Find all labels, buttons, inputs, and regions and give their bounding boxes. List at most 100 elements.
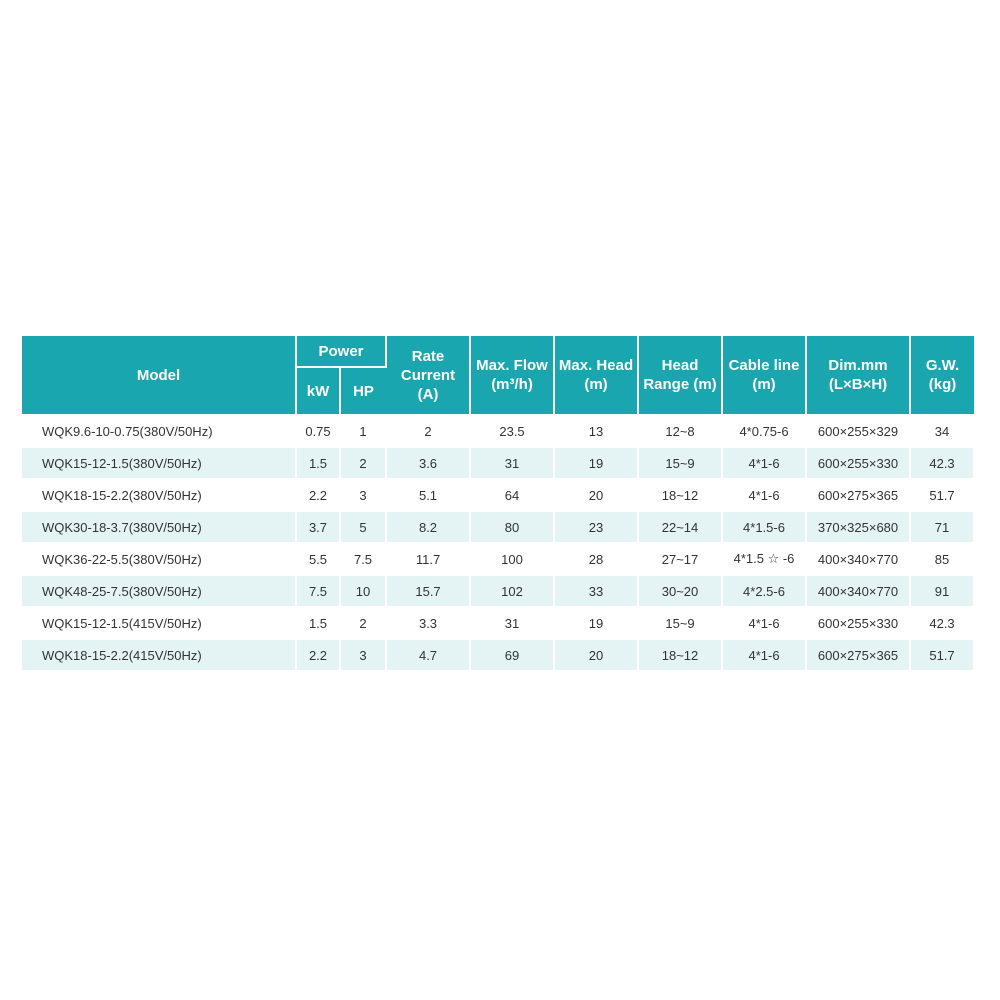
cell-head-range: 15~9 [638, 607, 724, 640]
table-row: WQK48-25-7.5(380V/50Hz) 7.5 10 15.7 102 33 30~… [22, 575, 976, 608]
cell-head-range: 30~20 [638, 575, 724, 608]
table-header: Model Power Rate Current (A) Max. Flow (… [22, 336, 975, 416]
cell-rate-current: 3.3 [386, 607, 472, 640]
cell-kw: 1.5 [296, 447, 341, 480]
cell-hp: 3 [340, 479, 388, 512]
header-dim: Dim.mm (L×B×H) [806, 336, 912, 416]
cell-kw: 7.5 [296, 575, 341, 608]
cell-rate-current: 2 [386, 415, 472, 448]
cell-hp: 1 [340, 415, 388, 448]
cell-head-range: 27~17 [638, 543, 724, 576]
cell-hp: 2 [340, 447, 388, 480]
cell-dim: 600×275×365 [806, 639, 912, 672]
header-head-range: Head Range (m) [638, 336, 724, 416]
header-gw: G.W. (kg) [910, 336, 975, 416]
cell-max-flow: 100 [470, 543, 556, 576]
cell-max-flow: 102 [470, 575, 556, 608]
cell-head-range: 18~12 [638, 639, 724, 672]
header-hp: HP [340, 367, 387, 416]
cell-max-flow: 31 [470, 607, 556, 640]
cell-model: WQK36-22-5.5(380V/50Hz) [22, 543, 297, 576]
cell-rate-current: 5.1 [386, 479, 472, 512]
cell-head-range: 18~12 [638, 479, 724, 512]
cell-gw: 51.7 [910, 639, 976, 672]
cell-cable-line: 4*2.5-6 [722, 575, 808, 608]
cell-rate-current: 8.2 [386, 511, 472, 544]
cell-model: WQK9.6-10-0.75(380V/50Hz) [22, 415, 297, 448]
cell-dim: 400×340×770 [806, 543, 912, 576]
cell-max-flow: 23.5 [470, 415, 556, 448]
table-body: WQK9.6-10-0.75(380V/50Hz) 0.75 1 2 23.5 13 12~… [22, 415, 976, 672]
cell-head-range: 12~8 [638, 415, 724, 448]
cell-rate-current: 15.7 [386, 575, 472, 608]
cell-kw: 5.5 [296, 543, 341, 576]
cell-rate-current: 3.6 [386, 447, 472, 480]
cell-max-head: 20 [554, 639, 640, 672]
table-row: WQK36-22-5.5(380V/50Hz) 5.5 7.5 11.7 100 28 27… [22, 543, 976, 576]
cell-rate-current: 4.7 [386, 639, 472, 672]
header-rate-current: Rate Current (A) [386, 336, 472, 416]
table-row: WQK15-12-1.5(380V/50Hz) 1.5 2 3.6 31 19 15~9 4*… [22, 447, 976, 480]
header-max-head: Max. Head (m) [554, 336, 640, 416]
cell-rate-current: 11.7 [386, 543, 472, 576]
cell-kw: 2.2 [296, 639, 341, 672]
cell-kw: 0.75 [296, 415, 341, 448]
cell-model: WQK48-25-7.5(380V/50Hz) [22, 575, 297, 608]
cell-cable-line: 4*1.5 ☆ -6 [722, 543, 808, 576]
cell-max-head: 23 [554, 511, 640, 544]
cell-hp: 10 [340, 575, 388, 608]
cell-max-flow: 80 [470, 511, 556, 544]
header-power: Power [296, 336, 388, 368]
cell-gw: 51.7 [910, 479, 976, 512]
cell-max-head: 13 [554, 415, 640, 448]
table-row: WQK9.6-10-0.75(380V/50Hz) 0.75 1 2 23.5 13 12~… [22, 415, 976, 448]
cell-head-range: 15~9 [638, 447, 724, 480]
spec-table: Model Power Rate Current (A) Max. Flow (… [22, 336, 976, 672]
cell-kw: 3.7 [296, 511, 341, 544]
table-row: WQK18-15-2.2(415V/50Hz) 2.2 3 4.7 69 20 18~12 4… [22, 639, 976, 672]
cell-hp: 7.5 [340, 543, 388, 576]
header-model: Model [22, 336, 297, 416]
cell-dim: 600×275×365 [806, 479, 912, 512]
cell-max-head: 33 [554, 575, 640, 608]
cell-kw: 1.5 [296, 607, 341, 640]
cell-cable-line: 4*1-6 [722, 447, 808, 480]
cell-dim: 600×255×330 [806, 447, 912, 480]
cell-max-head: 20 [554, 479, 640, 512]
cell-model: WQK15-12-1.5(380V/50Hz) [22, 447, 297, 480]
cell-cable-line: 4*1-6 [722, 639, 808, 672]
cell-max-head: 19 [554, 447, 640, 480]
cell-cable-line: 4*1-6 [722, 607, 808, 640]
cell-cable-line: 4*1-6 [722, 479, 808, 512]
cell-model: WQK18-15-2.2(380V/50Hz) [22, 479, 297, 512]
header-max-flow: Max. Flow (m³/h) [470, 336, 556, 416]
cell-max-flow: 64 [470, 479, 556, 512]
cell-max-flow: 31 [470, 447, 556, 480]
cell-max-head: 19 [554, 607, 640, 640]
cell-max-flow: 69 [470, 639, 556, 672]
cell-model: WQK15-12-1.5(415V/50Hz) [22, 607, 297, 640]
cell-gw: 91 [910, 575, 976, 608]
table-row: WQK15-12-1.5(415V/50Hz) 1.5 2 3.3 31 19 15~9 4*… [22, 607, 976, 640]
cell-hp: 5 [340, 511, 388, 544]
cell-cable-line: 4*1.5-6 [722, 511, 808, 544]
cell-cable-line: 4*0.75-6 [722, 415, 808, 448]
header-cable-line: Cable line (m) [722, 336, 808, 416]
cell-hp: 2 [340, 607, 388, 640]
cell-gw: 42.3 [910, 447, 976, 480]
cell-head-range: 22~14 [638, 511, 724, 544]
cell-dim: 400×340×770 [806, 575, 912, 608]
cell-kw: 2.2 [296, 479, 341, 512]
header-kw: kW [296, 367, 341, 416]
cell-model: WQK30-18-3.7(380V/50Hz) [22, 511, 297, 544]
cell-gw: 71 [910, 511, 976, 544]
table-row: WQK18-15-2.2(380V/50Hz) 2.2 3 5.1 64 20 18~12 4… [22, 479, 976, 512]
table-row: WQK30-18-3.7(380V/50Hz) 3.7 5 8.2 80 23 22~14 4… [22, 511, 976, 544]
cell-dim: 600×255×330 [806, 607, 912, 640]
cell-gw: 85 [910, 543, 976, 576]
cell-dim: 370×325×680 [806, 511, 912, 544]
cell-gw: 42.3 [910, 607, 976, 640]
cell-model: WQK18-15-2.2(415V/50Hz) [22, 639, 297, 672]
cell-gw: 34 [910, 415, 976, 448]
cell-hp: 3 [340, 639, 388, 672]
